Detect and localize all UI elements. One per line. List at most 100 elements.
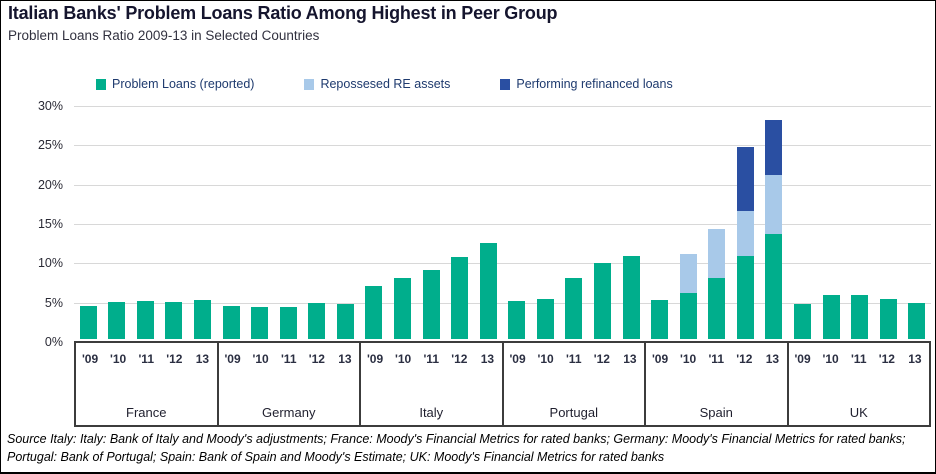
gridline (74, 302, 931, 304)
bar-segment (251, 306, 269, 339)
legend-swatch-icon (304, 78, 315, 90)
bar-segment (536, 298, 554, 339)
year-label: '11 (850, 352, 867, 366)
year-label: 13 (195, 352, 210, 366)
year-label: '10 (110, 352, 127, 366)
y-axis-tick-label: 10% (37, 256, 63, 271)
bar-segment (622, 256, 640, 339)
gridline (74, 106, 931, 107)
year-label: '10 (680, 352, 697, 366)
gridline (74, 145, 931, 147)
year-label: 13 (338, 352, 352, 366)
bar-segment (679, 292, 697, 339)
bar-segment (194, 299, 212, 339)
year-label: '09 (366, 352, 384, 366)
bar-segment (679, 254, 697, 293)
year-label: '09 (651, 352, 669, 366)
bar-segment (136, 301, 154, 339)
country-group-box: '09 '10 '11 '12 13 UK (786, 343, 930, 425)
year-label: '12 (166, 352, 183, 366)
bar-segment (793, 304, 811, 339)
country-group-box: '09 '10 '11 '12 13 Germany (216, 343, 360, 425)
year-label: '10 (537, 352, 554, 366)
legend-label: Repossesed RE assets (320, 77, 451, 91)
legend-label: Problem Loans (reported) (112, 77, 255, 91)
bar-segment (79, 305, 97, 339)
source-note: Source Italy: Italy: Bank of Italy and M… (7, 432, 906, 465)
bar-segment (593, 263, 611, 339)
year-label: '09 (224, 352, 241, 366)
year-label: '11 (280, 352, 297, 366)
country-label: France (126, 405, 167, 420)
bar-segment (479, 243, 497, 339)
bar-segment (879, 298, 897, 339)
year-label: '09 (794, 352, 811, 366)
years-row: '09 '10 '11 '12 13 (789, 352, 930, 366)
bar-segment (708, 228, 726, 279)
y-axis-tick-label: 30% (37, 99, 63, 113)
y-axis-tick-label: 15% (37, 217, 63, 231)
legend-item: Performing refinanced loans (500, 77, 673, 91)
country-group-box: '09 '10 '11 '12 13 France (76, 343, 217, 425)
bar-segment (165, 302, 183, 339)
years-row: '09 '10 '11 '12 13 (646, 352, 787, 366)
bar-segment (222, 305, 240, 339)
years-row: '09 '10 '11 '12 13 (504, 352, 645, 366)
bar-segment (765, 233, 783, 339)
country-label: Germany (262, 405, 316, 420)
bar-segment (365, 285, 383, 339)
year-label: '11 (138, 352, 154, 366)
year-label: '12 (451, 352, 468, 366)
year-label: '10 (252, 352, 269, 366)
gridline (74, 263, 931, 265)
year-label: 13 (623, 352, 637, 366)
legend-swatch-icon (96, 78, 106, 90)
year-label: 13 (480, 352, 495, 366)
bar-segment (736, 256, 754, 339)
legend-item: Problem Loans (reported) (96, 77, 254, 91)
bar-segment (394, 278, 412, 339)
country-label: Italy (419, 405, 444, 420)
year-label: '11 (708, 352, 724, 366)
year-label: '11 (565, 352, 582, 366)
country-label: Portugal (549, 405, 598, 420)
bar-segment (565, 278, 583, 339)
legend-label: Performing refinanced loans (516, 77, 673, 91)
country-group-box: '09 '10 '11 '12 13 Spain (644, 343, 787, 425)
legend-item: Repossesed RE assets (304, 77, 450, 91)
bar-segment (336, 304, 354, 339)
bar-segment (508, 301, 526, 339)
year-label: '12 (736, 352, 753, 366)
bar-segment (451, 257, 469, 339)
legend-swatch-icon (500, 78, 511, 90)
year-label: '10 (822, 352, 839, 366)
y-axis-tick-label: 0% (44, 335, 63, 349)
chart-title: Italian Banks' Problem Loans Ratio Among… (8, 3, 558, 23)
bar-segment (736, 210, 754, 257)
year-label: '09 (81, 352, 99, 366)
bar-segment (765, 174, 783, 234)
year-label: 13 (908, 352, 922, 366)
year-label: 13 (765, 352, 780, 366)
country-label: Spain (699, 405, 733, 420)
country-label: UK (849, 405, 868, 420)
country-group-box: '09 '10 '11 '12 13 Portugal (501, 343, 645, 425)
bar-segment (279, 306, 297, 339)
bar-segment (736, 147, 754, 211)
category-axis-box: '09 '10 '11 '12 13 France '09 '10 '11 '12 13 German… (74, 341, 931, 427)
year-label: '12 (878, 352, 895, 366)
y-axis-tick-label: 5% (44, 295, 63, 310)
y-axis-tick-label: 25% (37, 138, 63, 153)
country-group-box: '09 '10 '11 '12 13 Italy (359, 343, 502, 425)
years-row: '09 '10 '11 '12 13 (361, 352, 502, 366)
y-axis-tick-label: 20% (37, 177, 63, 192)
bar-segment (651, 299, 669, 339)
legend: Problem Loans (reported) Repossesed RE as… (96, 77, 673, 91)
gridline (74, 224, 931, 225)
year-label: '10 (395, 352, 412, 366)
years-row: '09 '10 '11 '12 13 (219, 352, 360, 366)
bar-segment (422, 269, 440, 339)
bar-segment (108, 302, 126, 339)
bar-segment (908, 302, 926, 339)
